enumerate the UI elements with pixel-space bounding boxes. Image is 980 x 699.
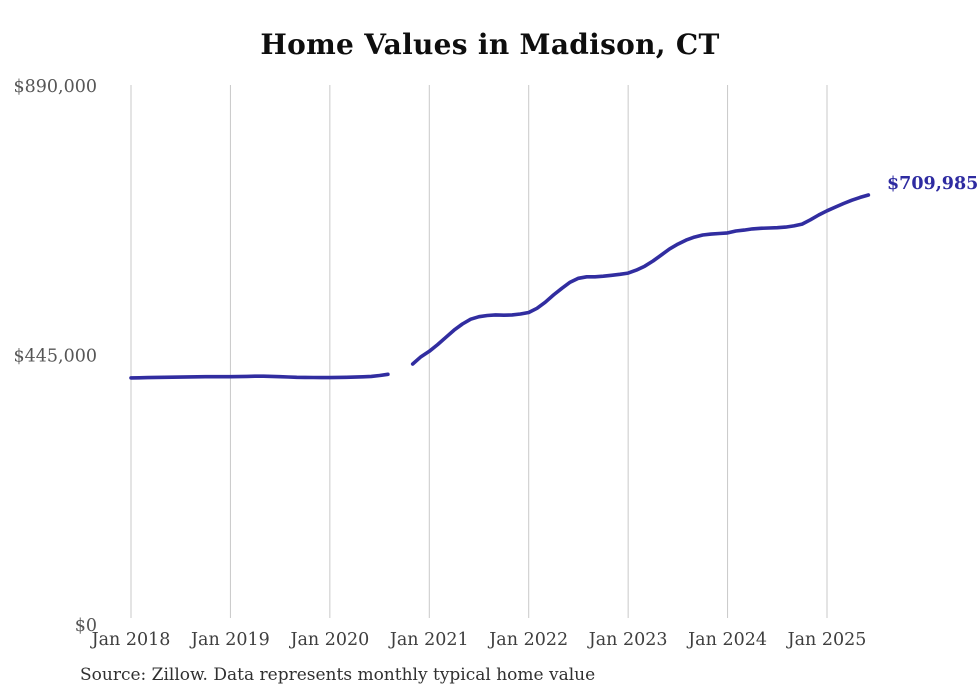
- x-axis-tick-label: Jan 2019: [189, 630, 270, 650]
- x-axis-tick-label: Jan 2023: [587, 630, 668, 650]
- y-axis-tick-label: $0: [75, 616, 97, 636]
- x-axis-tick-label: Jan 2020: [288, 630, 369, 650]
- chart-title: Home Values in Madison, CT: [260, 28, 720, 61]
- x-axis-tick-label: Jan 2021: [388, 630, 469, 650]
- x-axis-tick-label: Jan 2022: [487, 630, 568, 650]
- y-axis-tick-label: $890,000: [13, 77, 97, 97]
- home-value-line: [129, 193, 871, 380]
- x-axis-tick-label: Jan 2018: [90, 630, 171, 650]
- current-value-label: $709,985: [887, 174, 979, 194]
- line-chart: Jan 2018 Jan 2019 Jan 2020 Jan 2021 Jan 2022…: [13, 77, 871, 650]
- x-axis-tick-label: Jan 2024: [686, 630, 767, 650]
- x-axis-tick-label: Jan 2025: [786, 630, 867, 650]
- y-axis-tick-label: $445,000: [13, 347, 97, 367]
- source-note: Source: Zillow. Data represents monthly …: [80, 665, 596, 685]
